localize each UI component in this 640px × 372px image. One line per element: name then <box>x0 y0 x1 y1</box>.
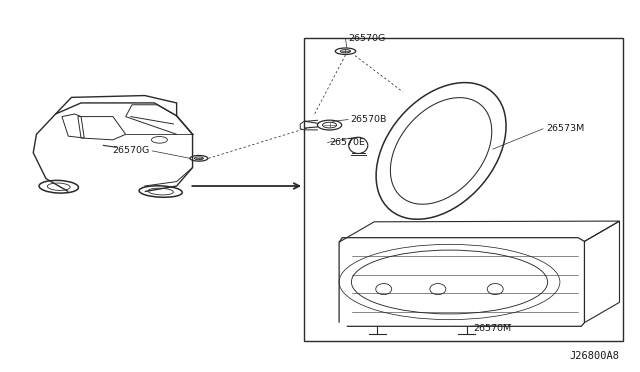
Text: J26800A8: J26800A8 <box>570 352 620 361</box>
Bar <box>304 38 623 341</box>
Text: 26570G: 26570G <box>112 147 149 155</box>
Text: 26570G: 26570G <box>349 34 386 43</box>
Text: 26570B: 26570B <box>350 115 387 124</box>
Text: 26570M: 26570M <box>473 324 511 333</box>
Text: 26570E: 26570E <box>330 138 365 147</box>
Text: 26573M: 26573M <box>546 124 584 133</box>
